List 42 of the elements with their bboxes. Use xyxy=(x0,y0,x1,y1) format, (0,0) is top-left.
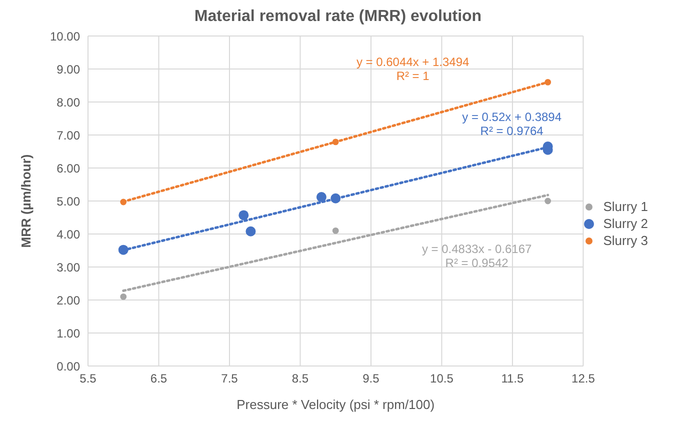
x-tick-label: 9.5 xyxy=(362,372,380,386)
x-tick-label: 12.5 xyxy=(572,372,596,386)
y-tick-label: 0.00 xyxy=(56,359,80,374)
y-tick-label: 7.00 xyxy=(56,128,80,142)
y-tick-label: 1.00 xyxy=(56,326,80,340)
chart-title: Material removal rate (MRR) evolution xyxy=(193,8,483,26)
legend-label: Slurry 2 xyxy=(603,216,648,231)
point xyxy=(120,294,127,300)
x-tick-label: 8.5 xyxy=(292,372,309,386)
x-tick-label: 5.5 xyxy=(80,372,97,386)
point xyxy=(544,198,552,204)
point xyxy=(332,138,339,146)
annotation: y = 0.6044x + 1.3494 xyxy=(356,55,470,70)
y-axis-title: MRR (µm/hour) xyxy=(18,154,34,248)
point xyxy=(120,198,127,206)
legend-label: Slurry 1 xyxy=(603,199,648,214)
point xyxy=(316,192,326,202)
point xyxy=(330,193,341,204)
y-tick-label: 2.00 xyxy=(56,293,80,308)
y-tick-label: 5.00 xyxy=(56,194,80,208)
point xyxy=(332,228,339,234)
x-tick-label: 11.5 xyxy=(501,372,524,386)
y-tick-label: 9.00 xyxy=(56,62,80,76)
y-tick-label: 4.00 xyxy=(56,227,80,242)
point xyxy=(246,226,256,236)
y-tick-label: 8.00 xyxy=(56,95,80,110)
y-tick-label: 10.00 xyxy=(50,29,80,44)
point xyxy=(544,79,552,86)
annotation: R² = 1 xyxy=(396,69,430,84)
point xyxy=(238,210,249,220)
x-axis-title: Pressure * Velocity (psi * rpm/100) xyxy=(236,397,435,412)
annotation: y = 0.52x + 0.3894 xyxy=(462,110,562,124)
annotation: y = 0.4833x - 0.6167 xyxy=(422,242,532,256)
point xyxy=(118,244,128,255)
y-tick-label: 3.00 xyxy=(56,260,80,274)
legend-label: Slurry 3 xyxy=(603,233,648,248)
annotation: R² = 0.9764 xyxy=(480,124,544,138)
x-tick-label: 10.5 xyxy=(430,372,454,386)
y-tick-label: 6.00 xyxy=(56,161,80,176)
x-tick-label: 7.5 xyxy=(221,372,238,386)
x-tick-label: 6.5 xyxy=(150,372,168,386)
annotation: R² = 0.9542 xyxy=(445,256,509,270)
